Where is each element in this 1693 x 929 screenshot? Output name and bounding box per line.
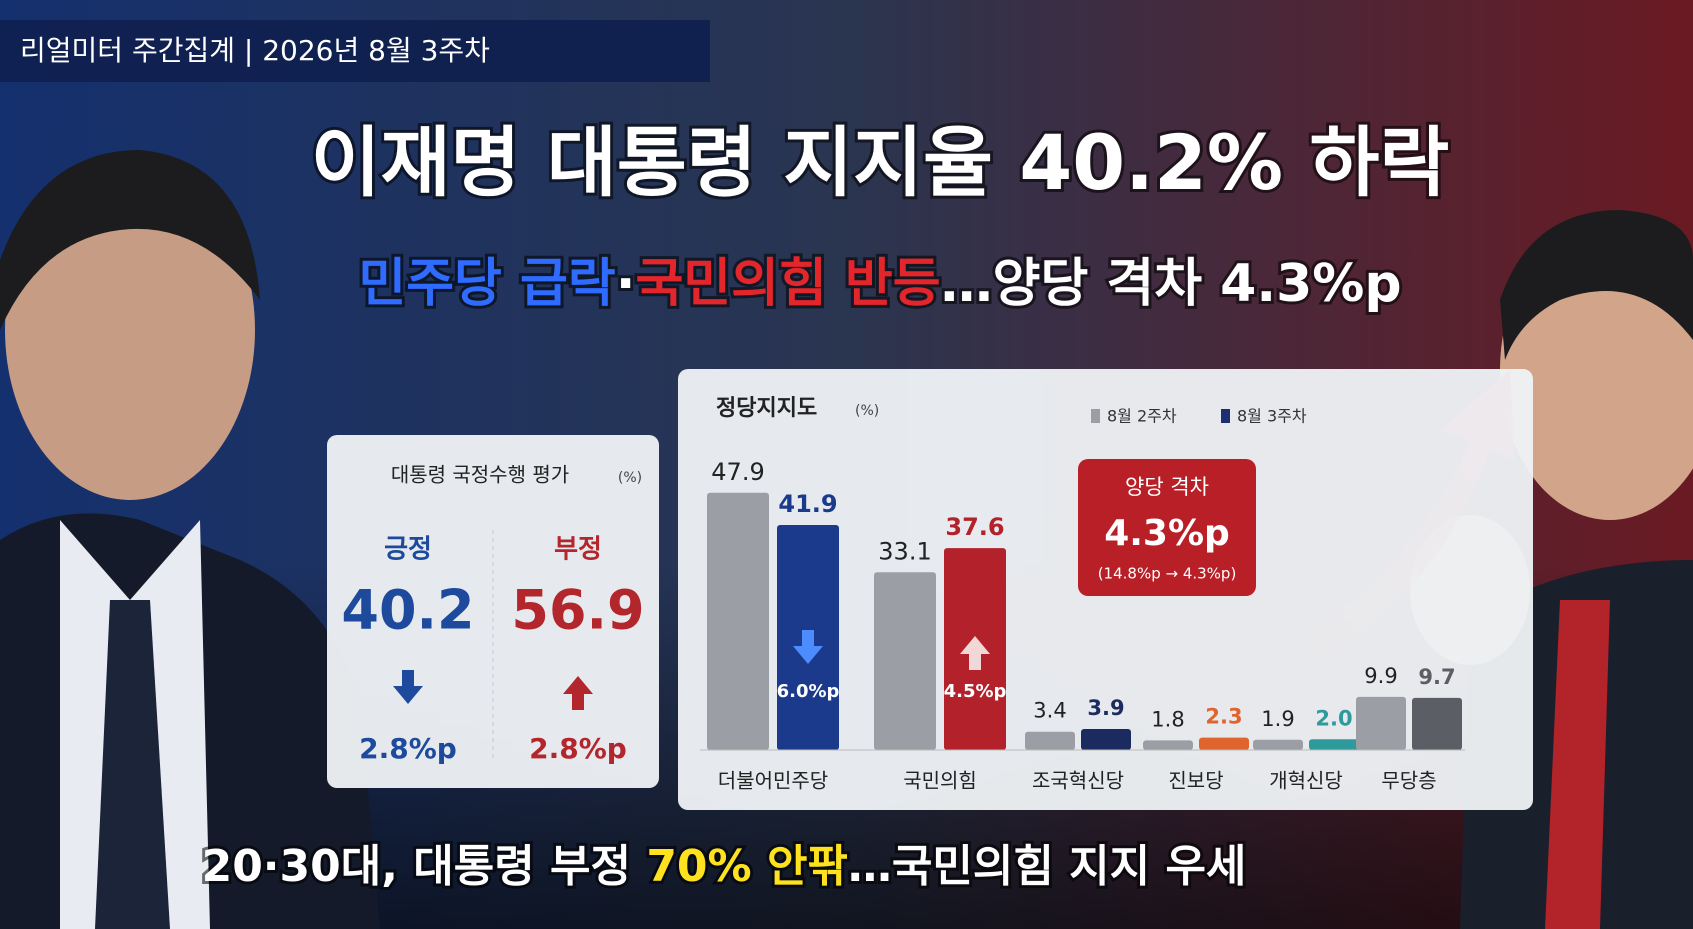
gap-detail: (14.8%p → 4.3%p) (1098, 565, 1237, 583)
value-label: 33.1 (878, 537, 931, 565)
annotation: 6.0%p (777, 681, 840, 702)
gap-value: 4.3%p (1104, 513, 1230, 554)
category-label: 무당층 (1381, 769, 1436, 793)
approval-label: 부정 (554, 535, 602, 565)
bar (874, 572, 936, 750)
subheadline-part: 국민의힘 반등 (635, 254, 940, 314)
category-label: 국민의힘 (903, 769, 977, 793)
approval-label: 긍정 (384, 535, 432, 565)
subheadline-part: …양당 격차 4.3%p (941, 254, 1402, 314)
footer-part: 70% 안팎 (646, 841, 848, 892)
footer-part: 20·30대, 대통령 부정 (202, 841, 647, 892)
footer-part: …국민의힘 지지 우세 (848, 841, 1246, 892)
value-label: 3.9 (1087, 696, 1124, 720)
value-label: 1.8 (1151, 707, 1184, 731)
approval-change: 2.8%p (529, 732, 627, 765)
category-label: 진보당 (1168, 769, 1223, 793)
value-label: 3.4 (1033, 699, 1066, 723)
bar (1356, 696, 1406, 750)
bar (1253, 739, 1303, 750)
legend-label: 8월 3주차 (1237, 407, 1307, 426)
annotation-arrow (960, 636, 990, 670)
value-label: 47.9 (711, 458, 764, 486)
bar (1199, 737, 1249, 750)
value-label: 2.0 (1315, 706, 1352, 730)
subheadline-part: 민주당 급락 (358, 254, 615, 314)
category-label: 조국혁신당 (1032, 769, 1124, 793)
value-label: 9.9 (1364, 664, 1397, 688)
bar (1025, 731, 1075, 750)
tag-box (0, 20, 710, 82)
approval-change: 2.8%p (359, 732, 457, 765)
legend-label: 8월 2주차 (1107, 407, 1177, 426)
approval-value: 40.2 (341, 579, 474, 642)
gap-box (1078, 459, 1256, 596)
chart-unit: (%) (855, 403, 879, 419)
legend-swatch (1091, 409, 1100, 423)
gap-title: 양당 격차 (1125, 475, 1209, 499)
bar (1081, 729, 1131, 750)
bar (1143, 740, 1193, 750)
category-label: 더불어민주당 (718, 769, 828, 793)
category-label: 개혁신당 (1269, 769, 1343, 793)
value-label: 37.6 (945, 513, 1004, 541)
change-arrow (563, 676, 593, 710)
bar (707, 492, 769, 750)
value-label: 9.7 (1418, 665, 1455, 689)
value-label: 41.9 (778, 490, 837, 518)
approval-title: 대통령 국정수행 평가 (391, 463, 569, 487)
approval-value: 56.9 (511, 579, 644, 642)
annotation: 4.5%p (944, 681, 1007, 702)
bar (1309, 739, 1359, 750)
subheadline-part: · (616, 254, 636, 314)
value-label: 1.9 (1261, 707, 1294, 731)
change-arrow (393, 670, 423, 704)
value-label: 2.3 (1205, 705, 1242, 729)
approval-unit: (%) (618, 470, 642, 486)
footer: 20·30대, 대통령 부정 70% 안팎…국민의힘 지지 우세 (202, 841, 1247, 892)
left-person (0, 150, 380, 929)
headline: 이재명 대통령 지지율 40.2% 하락 (311, 118, 1450, 207)
legend-swatch (1221, 409, 1230, 423)
chart-title: 정당지지도 (716, 396, 817, 421)
tag: 리얼미터 주간집계 | 2026년 8월 3주차 (20, 34, 490, 67)
annotation-arrow (793, 630, 823, 664)
bar (1412, 697, 1462, 750)
subheadline: 민주당 급락·국민의힘 반등…양당 격차 4.3%p (358, 254, 1401, 314)
